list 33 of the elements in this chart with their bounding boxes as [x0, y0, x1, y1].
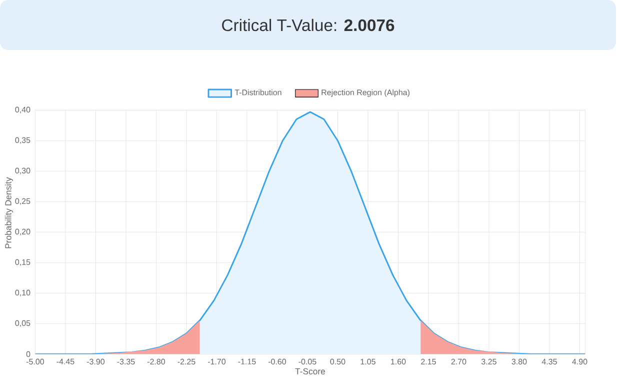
- x-tick-label: -1.15: [238, 358, 256, 364]
- x-tick-label: -2.80: [147, 358, 166, 364]
- y-tick-label: 0,25: [15, 198, 30, 205]
- x-tick-label: -1.70: [208, 358, 226, 364]
- y-tick-label: 0,15: [15, 259, 30, 266]
- x-tick-label: -0.05: [298, 358, 316, 364]
- x-tick-label: -3.35: [117, 358, 135, 364]
- legend-label: T-Distribution: [234, 89, 282, 96]
- x-tick-label: 2.15: [421, 358, 436, 364]
- x-tick-label: 1.05: [360, 358, 376, 364]
- x-tick-label: 2.70: [451, 358, 466, 364]
- x-tick-label: 3.25: [481, 358, 496, 364]
- x-tick-label: 0.50: [330, 358, 346, 364]
- legend-label: Rejection Region (Alpha): [322, 89, 410, 97]
- x-tick-label: -3.90: [86, 358, 105, 364]
- x-tick-label: -2.25: [178, 358, 196, 364]
- y-tick-label: 0,30: [15, 168, 30, 174]
- y-axis-title: Probability Density: [4, 177, 14, 248]
- y-tick-label: 0: [26, 351, 30, 357]
- x-tick-label: 1.60: [391, 358, 406, 364]
- x-tick-label: 4.90: [572, 358, 588, 364]
- y-tick-label: 0,05: [15, 320, 30, 327]
- y-tick-label: 0,20: [15, 228, 30, 236]
- x-tick-label: 3.80: [512, 358, 527, 364]
- y-tick-label: 0,35: [15, 137, 30, 144]
- x-tick-label: 4.35: [542, 358, 557, 364]
- chart-title: Critical T-Value: 2.0076: [222, 18, 394, 32]
- y-tick-label: 0,40: [15, 106, 30, 114]
- x-tick-label: -5.00: [26, 358, 44, 364]
- x-axis-title: T-Score: [295, 368, 325, 374]
- x-tick-label: -0.60: [268, 358, 286, 364]
- y-tick-label: 0,10: [15, 290, 30, 296]
- x-tick-label: -4.45: [56, 358, 74, 364]
